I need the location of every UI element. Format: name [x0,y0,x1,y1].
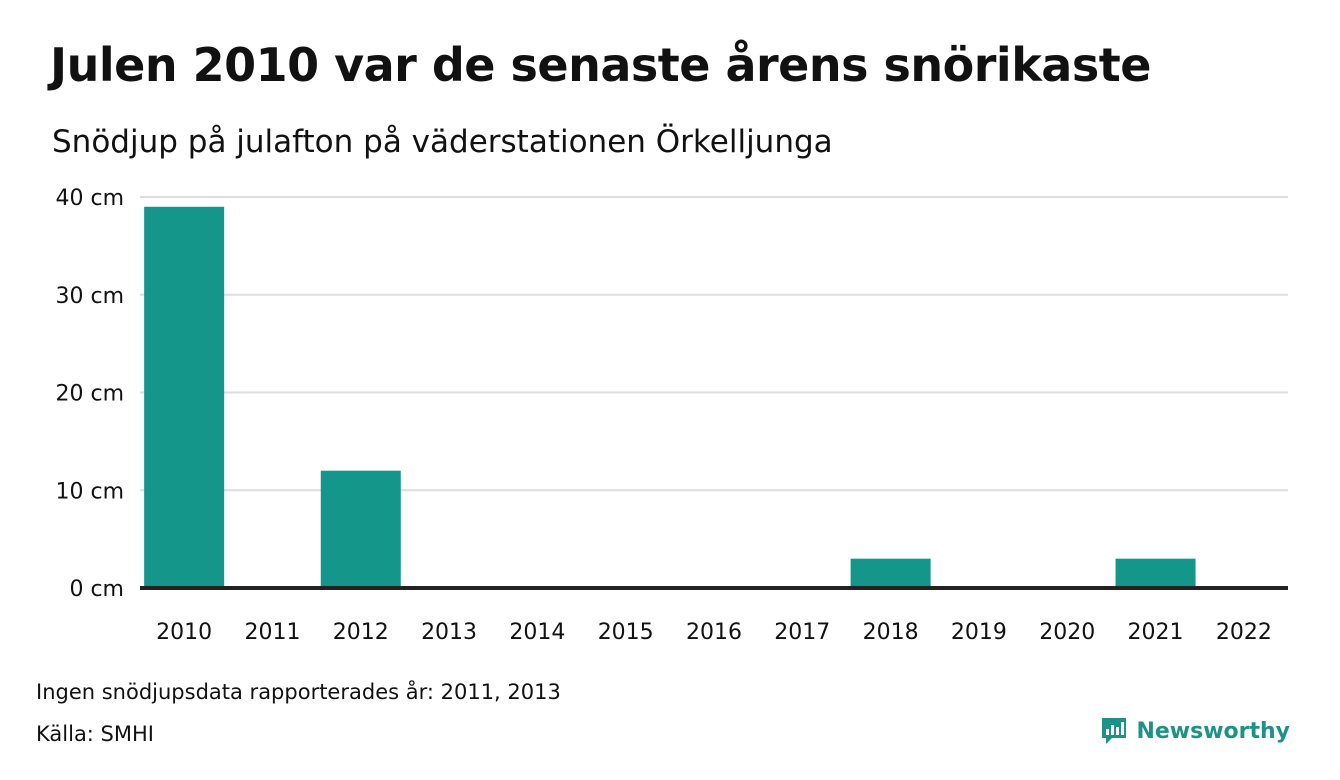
x-tick-label: 2012 [333,620,389,645]
y-tick-label: 20 cm [55,382,124,407]
missing-data-note: Ingen snödjupsdata rapporterades år: 201… [36,680,561,704]
bar-2018 [850,558,931,588]
x-tick-label: 2013 [421,620,477,645]
x-tick-label: 2019 [951,620,1007,645]
x-tick-label: 2010 [156,620,212,645]
x-tick-label: 2017 [774,620,830,645]
source-text: Källa: SMHI [36,722,154,746]
x-tick-label: 2021 [1128,620,1184,645]
y-tick-label: 0 cm [69,577,124,602]
bar-2010 [144,206,225,588]
x-tick-label: 2016 [686,620,742,645]
x-tick-label: 2015 [598,620,654,645]
chart-subtitle: Snödjup på julafton på väderstationen Ör… [52,124,833,160]
y-tick-label: 40 cm [55,186,124,211]
x-tick-label: 2018 [863,620,919,645]
chart-title: Julen 2010 var de senaste årens snörikas… [50,38,1151,92]
x-tick-label: 2014 [509,620,565,645]
y-tick-label: 10 cm [55,479,124,504]
bar-2021 [1115,558,1196,588]
x-tick-label: 2020 [1039,620,1095,645]
brand-name: Newsworthy [1136,718,1290,744]
bar-2012 [320,470,401,588]
newsworthy-logo-icon [1102,718,1127,744]
y-tick-label: 30 cm [55,284,124,309]
bar-chart: 0 cm 10 cm 20 cm 30 cm 40 cm 2010 2011 2012 2013… [55,186,1288,645]
newsworthy-logo: Newsworthy [1100,716,1290,746]
x-tick-label: 2011 [244,620,300,645]
x-tick-label: 2022 [1216,620,1272,645]
